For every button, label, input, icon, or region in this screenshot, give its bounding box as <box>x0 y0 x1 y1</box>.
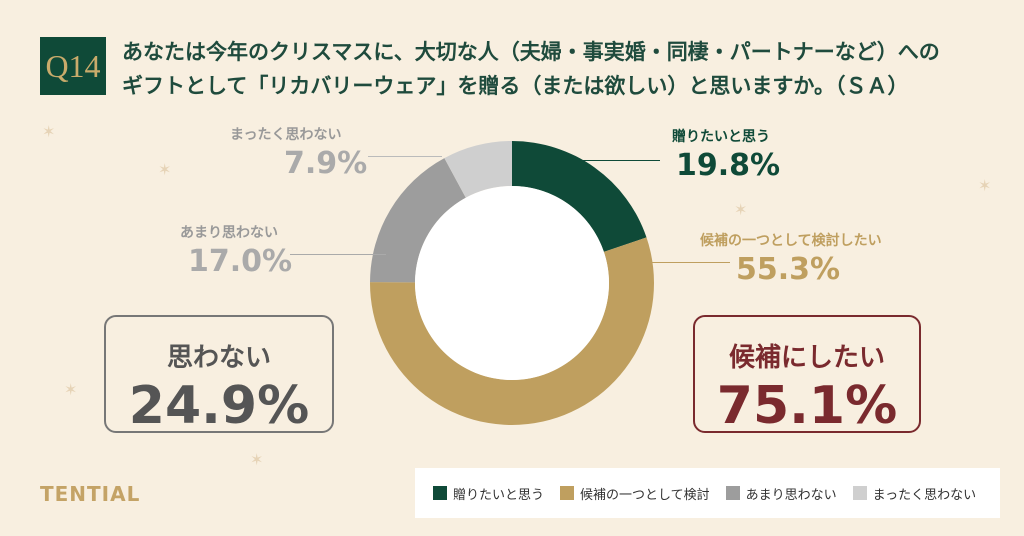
summary-no-label: 思わない <box>166 343 271 373</box>
value-label-1: 55.3% <box>736 252 841 287</box>
sparkle-icon: ✶ <box>158 160 172 179</box>
donut-segment-0 <box>512 141 647 252</box>
value-label-3: 7.9% <box>284 146 368 181</box>
label-cat-0: 贈りたいと思う <box>672 129 770 145</box>
legend-item: あまり思わない <box>725 484 837 503</box>
value-label-2: 17.0% <box>188 244 293 279</box>
sparkle-icon: ✶ <box>978 176 992 195</box>
summary-yes-value: 75.1% <box>716 376 898 436</box>
label-cat-2: あまり思わない <box>180 225 278 241</box>
question-badge: Q14 <box>40 37 106 95</box>
legend-swatch <box>852 486 867 500</box>
legend-swatch <box>433 486 447 500</box>
legend-item: 候補の一つとして検討 <box>560 484 710 503</box>
question-line-2: ギフトとして「リカバリーウェア」を贈る（または欲しい）と思いますか。（ＳＡ） <box>122 74 909 98</box>
value-label-0: 19.8% <box>676 148 781 183</box>
summary-yes-box: 候補にしたい 75.1% <box>693 315 921 436</box>
legend-item: まったく思わない <box>852 484 977 503</box>
sparkle-icon: ✶ <box>250 450 264 469</box>
sparkle-icon: ✶ <box>64 380 78 399</box>
legend-swatch <box>725 486 740 500</box>
summary-no-value: 24.9% <box>128 376 310 436</box>
legend-item: 贈りたいと思う <box>433 484 544 503</box>
label-cat-3: まったく思わない <box>230 127 342 143</box>
donut-hole <box>415 186 609 380</box>
legend-label: あまり思わない <box>745 487 837 503</box>
sparkle-icon: ✶ <box>42 122 56 141</box>
donut-segment-3 <box>444 141 512 198</box>
sparkle-icon: ✶ <box>734 200 748 219</box>
legend-label: まったく思わない <box>872 487 977 503</box>
label-cat-1: 候補の一つとして検討したい <box>700 233 882 249</box>
legend-swatch <box>560 486 575 500</box>
brand-logo: TENTIAL <box>40 482 141 506</box>
legend-label: 贈りたいと思う <box>453 487 545 503</box>
legend-label: 候補の一つとして検討 <box>580 487 710 503</box>
donut-segment-1 <box>370 237 655 425</box>
donut-segment-2 <box>370 158 466 283</box>
summary-yes-label: 候補にしたい <box>728 343 885 373</box>
question-line-1: あなたは今年のクリスマスに、大切な人（夫婦・事実婚・同棲・パートナーなど）への <box>122 40 940 64</box>
legend: 贈りたいと思う 候補の一つとして検討 あまり思わない まったく思わない <box>415 468 1000 518</box>
summary-no-box: 思わない 24.9% <box>104 315 334 436</box>
